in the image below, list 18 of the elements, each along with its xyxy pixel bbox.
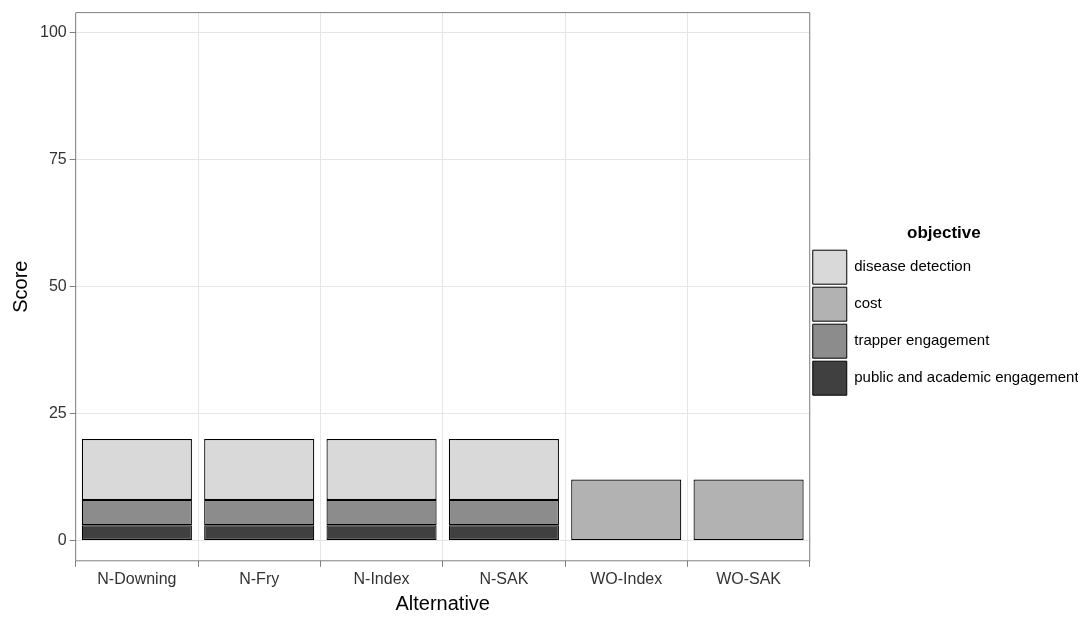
- y-tick-label: 25: [48, 404, 67, 421]
- legend-label: trapper engagement: [854, 331, 991, 349]
- y-tick-label: 75: [48, 150, 67, 168]
- legend-title: objective: [907, 222, 981, 242]
- y-axis-title: Score: [8, 260, 31, 313]
- x-tick-label: N-Fry: [239, 569, 280, 587]
- legend-label: disease detection: [854, 257, 971, 275]
- x-tick-label: N-Downing: [97, 569, 177, 587]
- legend-label: cost: [854, 294, 883, 312]
- x-tick-label: WO-SAK: [716, 569, 782, 587]
- y-tick-label: 100: [39, 23, 67, 41]
- y-tick-label: 50: [48, 277, 67, 295]
- x-tick-label: WO-Index: [590, 569, 663, 587]
- x-axis-title: Alternative: [395, 591, 490, 614]
- legend-label: public and academic engagement: [854, 368, 1080, 386]
- y-tick-label: 0: [57, 530, 67, 548]
- x-tick-label: N-SAK: [479, 569, 529, 587]
- x-tick-label: N-Index: [353, 569, 410, 587]
